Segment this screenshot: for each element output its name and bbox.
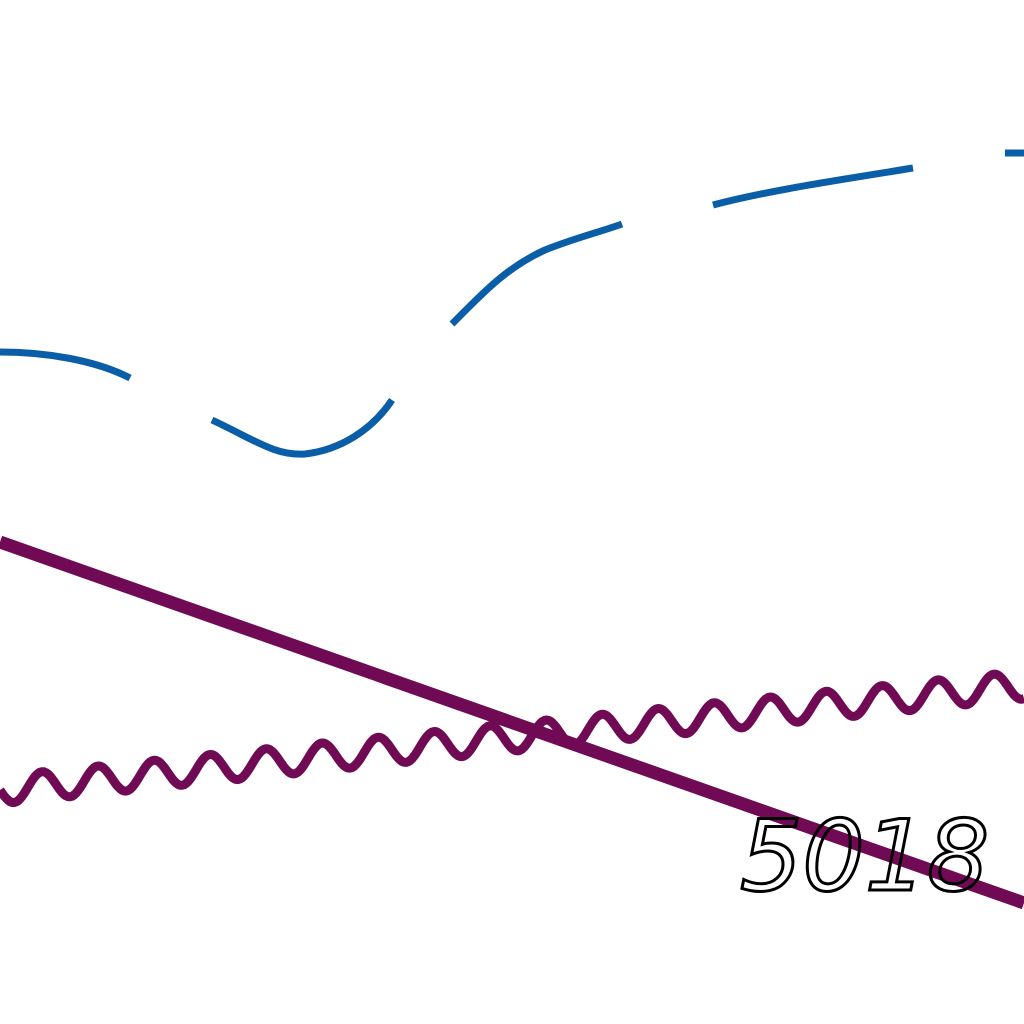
railway-zigzag-line <box>0 669 1024 808</box>
contour-segment <box>712 164 914 209</box>
contour-line <box>0 149 1024 458</box>
contour-segment <box>210 398 395 458</box>
road-line <box>0 535 1024 910</box>
road-number-label: 5018 <box>740 800 989 914</box>
contour-segment <box>449 220 624 327</box>
contour-segment <box>0 348 132 382</box>
